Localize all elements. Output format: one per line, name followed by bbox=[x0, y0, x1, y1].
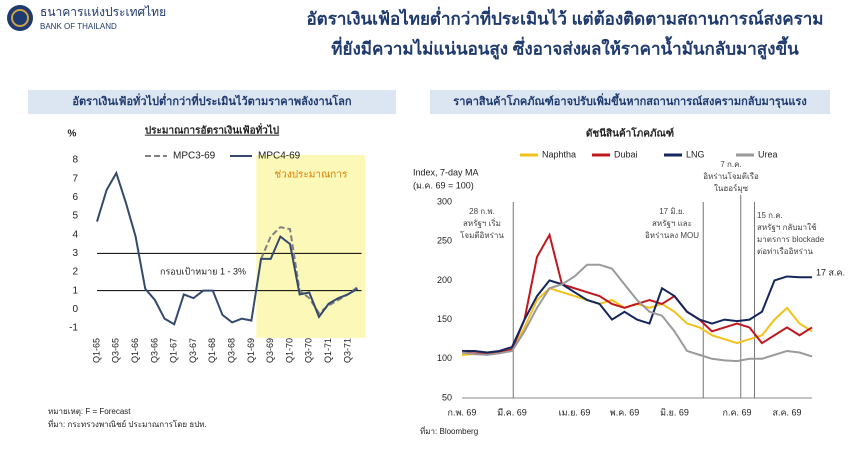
panel-heading: ราคาสินค้าโภคภัณฑ์อาจปรับเพิ่มขึ้นหากสถา… bbox=[453, 93, 806, 109]
y-tick-label: 1 bbox=[72, 285, 78, 296]
series-line bbox=[96, 170, 359, 326]
event-annotation: ในฮอร์มุซ bbox=[714, 183, 749, 193]
y-tick-label: 3 bbox=[72, 248, 78, 259]
org-en: BANK OF THAILAND bbox=[40, 22, 117, 31]
x-tick-label: Q3-66 bbox=[149, 338, 159, 363]
x-tick-label: Q3-71 bbox=[342, 338, 352, 363]
event-annotation: สหรัฐฯ และ bbox=[652, 219, 692, 228]
x-tick-label: มี.ค. 69 bbox=[497, 407, 526, 417]
series-line bbox=[461, 263, 813, 363]
event-annotation: 15 ก.ค. bbox=[757, 211, 783, 220]
y-tick-label: 150 bbox=[437, 314, 452, 324]
legend-label: Urea bbox=[758, 149, 778, 159]
logo-ring bbox=[11, 9, 29, 27]
x-tick-label: ส.ค. 69 bbox=[772, 407, 801, 417]
y-tick-label: 2 bbox=[72, 267, 78, 278]
x-tick-label: Q3-70 bbox=[304, 338, 314, 363]
logo bbox=[7, 5, 33, 31]
chart-title: ประมาณการอัตราเงินเฟ้อทั่วไป bbox=[145, 123, 279, 137]
x-tick-label: ก.พ. 69 bbox=[448, 407, 477, 417]
series-line bbox=[462, 275, 812, 354]
event-annotation: อิหร่านลง MOU bbox=[645, 231, 699, 240]
y-tick-label: 4 bbox=[72, 229, 78, 240]
event-annotation: ต่อท่าเรืออิหร่าน bbox=[757, 247, 813, 256]
x-tick-label: Q3-67 bbox=[188, 338, 198, 363]
y-tick-label: 8 bbox=[72, 155, 78, 166]
y-tick-label: 6 bbox=[72, 192, 78, 203]
event-annotation: สหรัฐฯ เริ่ม bbox=[463, 217, 501, 228]
y-axis-label: (ม.ค. 69 = 100) bbox=[413, 180, 474, 190]
chart-title: ดัชนีสินค้าโภคภัณฑ์ bbox=[586, 127, 674, 140]
x-tick-label: Q1-67 bbox=[169, 338, 179, 363]
legend-label: LNG bbox=[686, 149, 705, 159]
legend-label: Dubai bbox=[614, 149, 638, 159]
y-tick-label: 5 bbox=[72, 211, 78, 222]
x-tick-label: Q1-65 bbox=[91, 338, 101, 363]
y-tick-label: 7 bbox=[72, 173, 78, 184]
y-tick-label: 200 bbox=[437, 275, 452, 285]
y-axis-label: Index, 7-day MA bbox=[413, 167, 479, 177]
x-tick-label: พ.ค. 69 bbox=[610, 407, 639, 417]
x-tick-label: Q1-70 bbox=[284, 338, 294, 363]
x-tick-label: ก.ค. 69 bbox=[723, 407, 752, 417]
x-tick-label: Q1-69 bbox=[246, 338, 256, 363]
event-annotation: อิหร่านโจมตีเรือ bbox=[703, 171, 759, 181]
org-th: ธนาคารแห่งประเทศไทย bbox=[40, 5, 166, 19]
reference-label: กรอบเป้าหมาย 1 - 3% bbox=[160, 266, 246, 276]
event-annotation: โจมตีอิหร่าน bbox=[460, 230, 504, 240]
event-annotation: มาตรการ blockade bbox=[757, 235, 825, 244]
y-tick-label: 100 bbox=[437, 353, 452, 363]
event-annotation: สหรัฐฯ กลับมาใช้ bbox=[757, 223, 817, 232]
forecast-band bbox=[256, 155, 366, 338]
end-label: 17 ส.ค. bbox=[816, 268, 845, 278]
event-annotation: 17 มิ.ย. bbox=[659, 207, 685, 216]
x-tick-label: Q3-69 bbox=[265, 338, 275, 363]
y-tick-label: 300 bbox=[437, 196, 452, 206]
y-tick-label: 50 bbox=[442, 392, 452, 402]
x-tick-label: Q1-68 bbox=[207, 338, 217, 363]
event-annotation: 7 ก.ค. bbox=[720, 160, 741, 169]
source: ที่มา: กระทรวงพาณิชย์ ประมาณการโดย ธปท. bbox=[48, 418, 207, 429]
series-line bbox=[260, 226, 359, 315]
note: หมายเหตุ: F = Forecast bbox=[48, 407, 131, 416]
y-axis-label: % bbox=[68, 129, 77, 140]
x-tick-label: Q3-68 bbox=[226, 338, 236, 363]
x-tick-label: Q1-71 bbox=[323, 338, 333, 363]
forecast-label: ช่วงประมาณการ bbox=[274, 170, 348, 181]
x-tick-label: Q1-66 bbox=[130, 338, 140, 363]
slide-title: ที่ยังมีความไม่แน่นอนสูง ซึ่งอาจส่งผลให้… bbox=[331, 35, 799, 60]
panel-heading-box bbox=[28, 90, 396, 114]
x-tick-label: เม.ย. 69 bbox=[559, 407, 591, 417]
slide-title: อัตราเงินเฟ้อไทยต่ำกว่าที่ประเมินไว้ แต่… bbox=[306, 6, 823, 28]
y-tick-label: -1 bbox=[69, 323, 78, 334]
x-tick-label: มิ.ย. 69 bbox=[660, 407, 689, 417]
y-tick-label: 0 bbox=[72, 304, 78, 315]
x-tick-label: Q3-65 bbox=[111, 338, 121, 363]
y-tick-label: 250 bbox=[437, 236, 452, 246]
source: ที่มา: Bloomberg bbox=[420, 425, 478, 436]
panel-heading-box bbox=[430, 90, 830, 114]
legend-label: MPC3-69 bbox=[173, 151, 216, 162]
event-annotation: 28 ก.พ. bbox=[469, 207, 495, 216]
panel-heading: อัตราเงินเฟ้อทั่วไปต่ำกว่าที่ประเมินไว้ต… bbox=[72, 93, 351, 108]
legend-label: Naphtha bbox=[542, 149, 576, 159]
legend-label: MPC4-69 bbox=[258, 151, 301, 162]
